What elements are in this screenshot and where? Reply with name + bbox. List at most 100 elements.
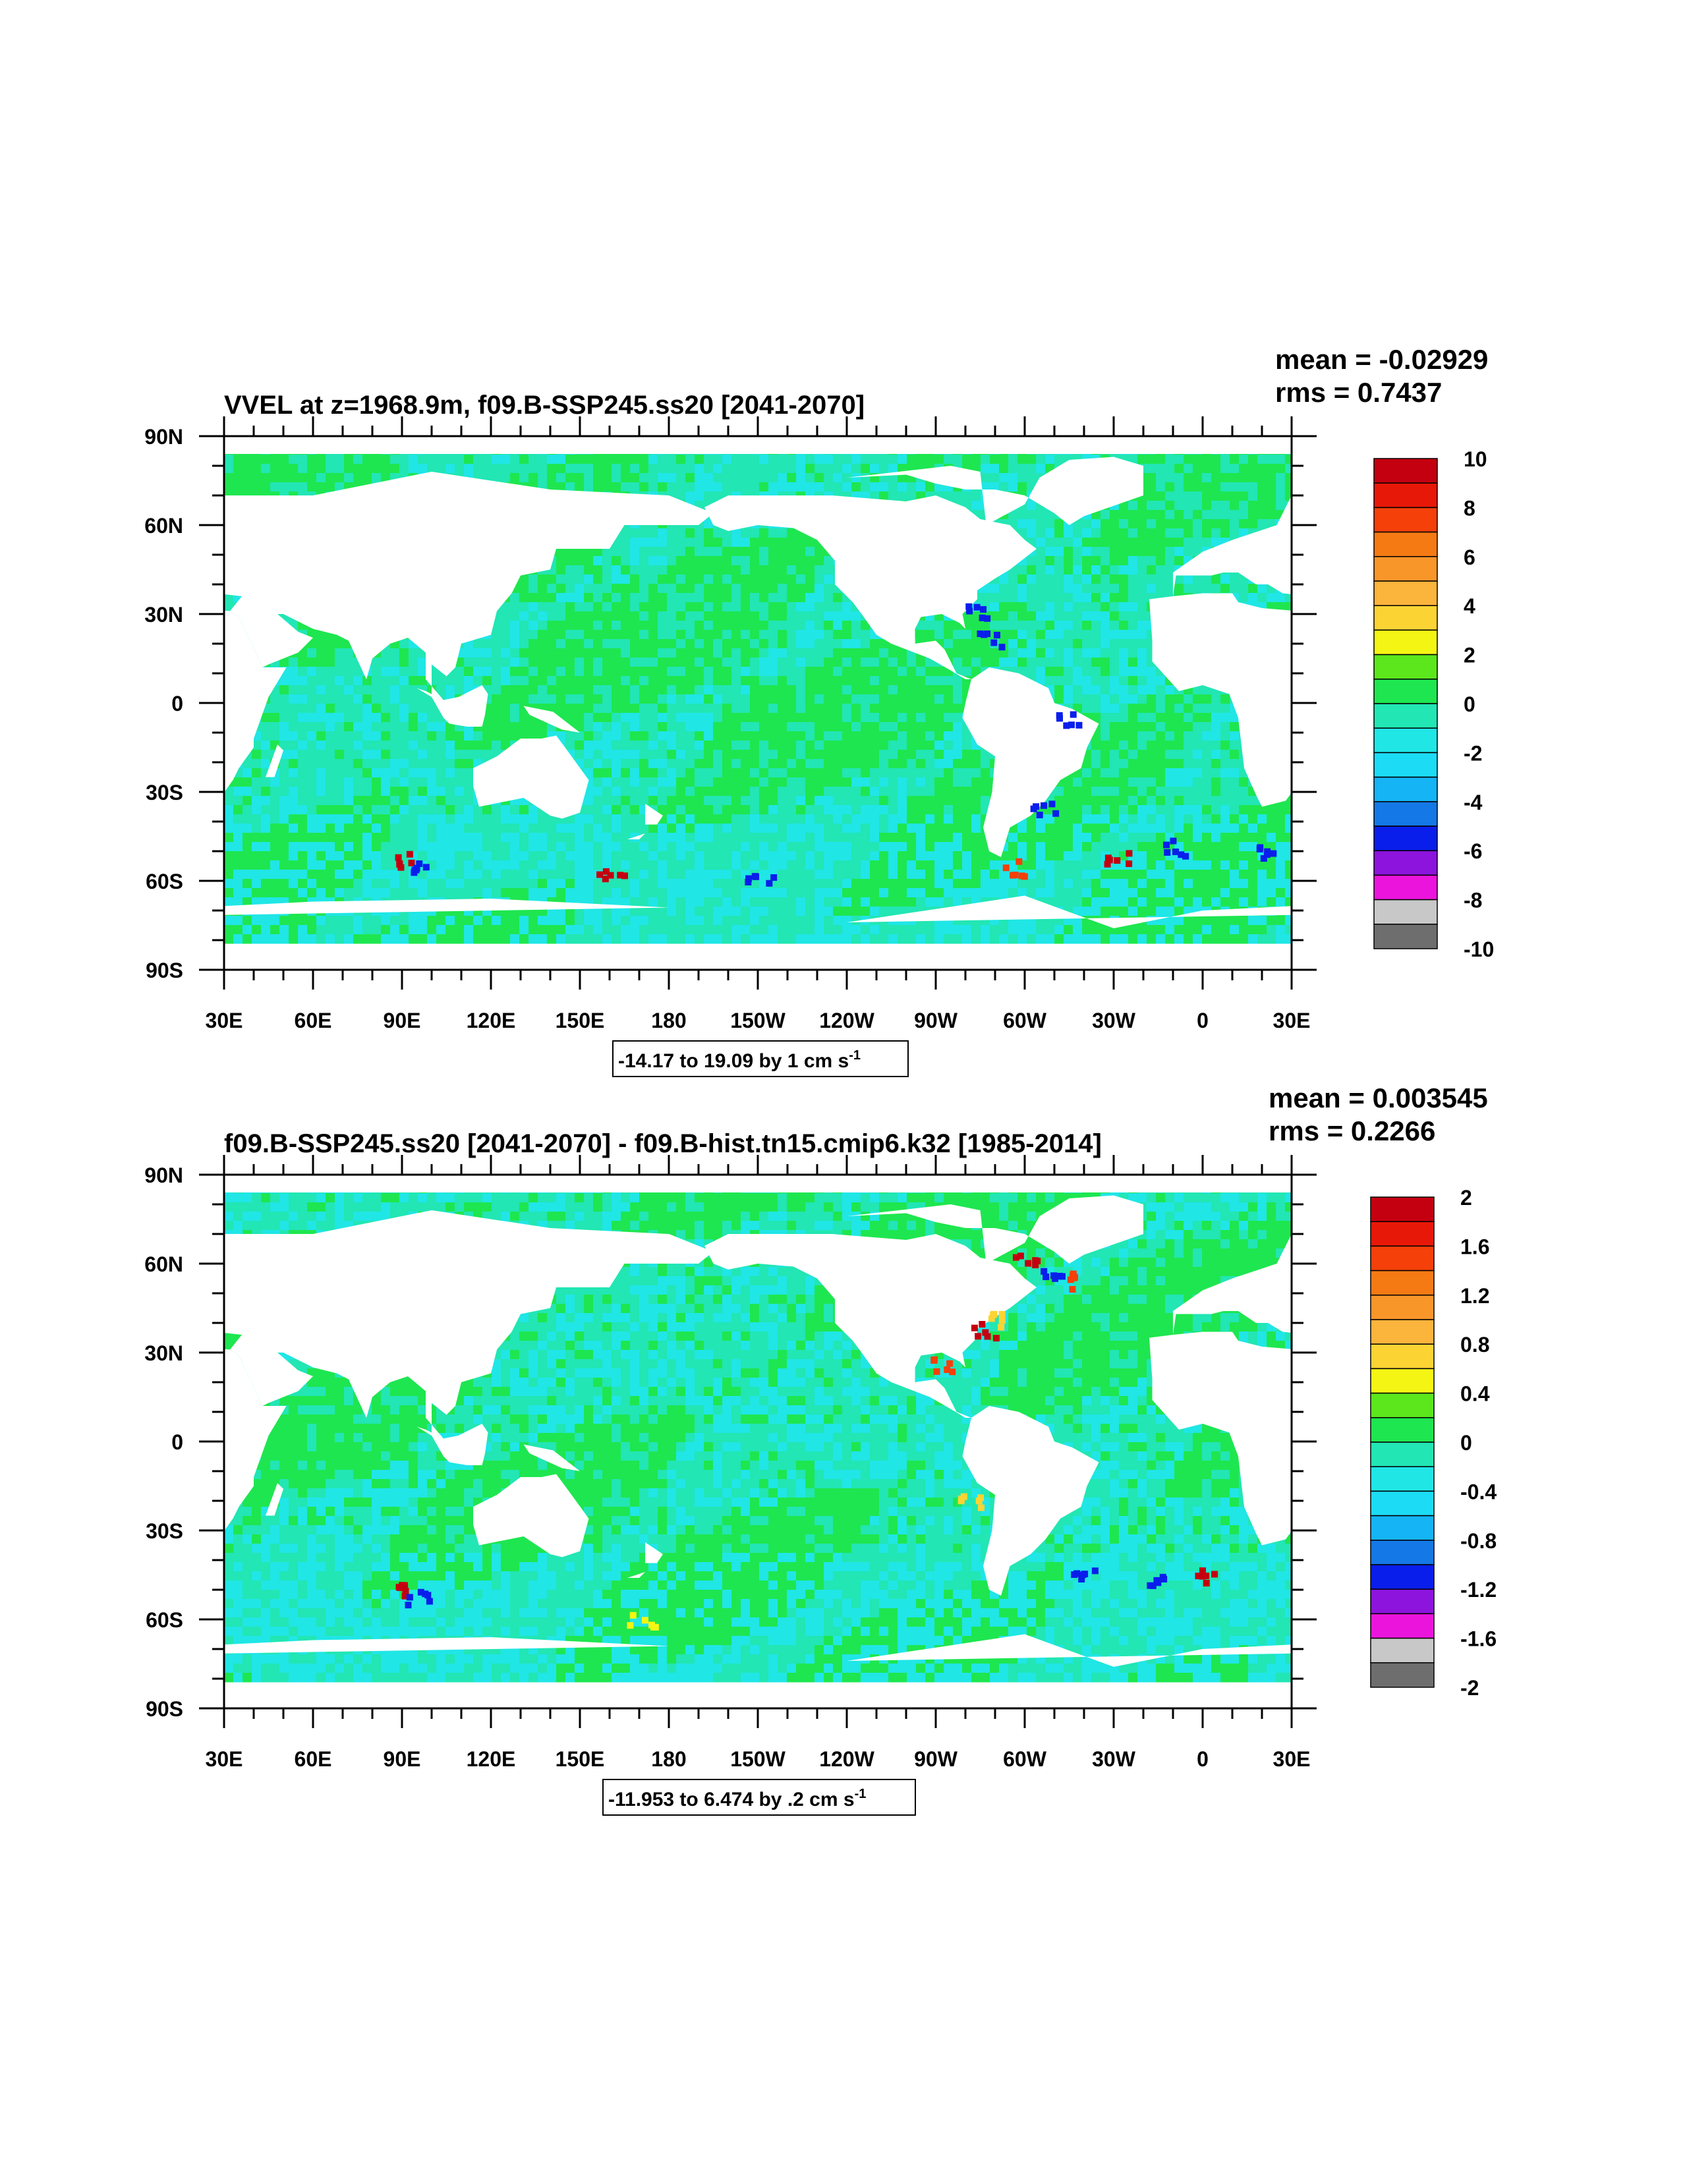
range-note-sup: -1 — [849, 1048, 861, 1063]
colorbar-swatch — [1371, 1467, 1434, 1491]
rms-stat: rms = 0.7437 — [1275, 377, 1442, 408]
colorbar-swatch — [1374, 802, 1437, 826]
colorbar-swatch — [1374, 826, 1437, 851]
colorbar-label: -0.8 — [1460, 1529, 1497, 1553]
y-tick-label: 0 — [171, 692, 183, 715]
x-tick-label: 60E — [295, 1747, 332, 1771]
colorbar-label: -10 — [1464, 938, 1494, 961]
colorbar-swatch — [1374, 728, 1437, 752]
x-tick-label: 30W — [1092, 1747, 1136, 1771]
x-tick-label: 0 — [1197, 1747, 1209, 1771]
x-tick-label: 30E — [206, 1747, 243, 1771]
panel-title: VVEL at z=1968.9m, f09.B-SSP245.ss20 [20… — [224, 391, 865, 420]
colorbar-swatch — [1371, 1197, 1434, 1221]
colorbar-swatch — [1371, 1613, 1434, 1638]
colorbar-swatch — [1371, 1565, 1434, 1589]
x-tick-label: 180 — [651, 1009, 686, 1032]
colorbar-swatch — [1374, 851, 1437, 875]
colorbar-label: 0 — [1464, 692, 1475, 716]
colorbar-swatch — [1371, 1271, 1434, 1295]
x-tick-label: 30E — [206, 1009, 243, 1032]
colorbar-label: 10 — [1464, 447, 1487, 471]
x-tick-label: 120W — [819, 1747, 874, 1771]
colorbar-label: 2 — [1460, 1186, 1472, 1210]
colorbar-label: 1.2 — [1460, 1284, 1489, 1308]
y-tick-label: 60N — [144, 1252, 183, 1276]
x-tick-label: 30E — [1273, 1747, 1311, 1771]
rms-stat: rms = 0.2266 — [1269, 1115, 1435, 1146]
x-tick-label: 150W — [730, 1009, 786, 1032]
colorbar-label: 0 — [1460, 1431, 1472, 1455]
colorbar-label: -2 — [1464, 741, 1482, 765]
colorbar-label: 2 — [1464, 644, 1475, 667]
y-tick-label: 90N — [144, 1163, 183, 1187]
colorbar-label: 6 — [1464, 546, 1475, 569]
colorbar-swatch — [1374, 459, 1437, 483]
x-tick-label: 90E — [384, 1747, 421, 1771]
panel-2: f09.B-SSP245.ss20 [2041-2070] - f09.B-hi… — [0, 1082, 1687, 1815]
colorbar-label: -1.2 — [1460, 1578, 1497, 1602]
colorbar: 21.61.20.80.40-0.4-0.8-1.2-1.6-2 — [1371, 1186, 1497, 1700]
colorbar-swatch — [1374, 630, 1437, 654]
colorbar-label: -6 — [1464, 839, 1482, 863]
colorbar-label: 8 — [1464, 496, 1475, 520]
y-tick-label: 60N — [144, 514, 183, 538]
colorbar-swatch — [1374, 924, 1437, 949]
colorbar-swatch — [1371, 1540, 1434, 1565]
x-tick-label: 120E — [467, 1009, 516, 1032]
y-tick-label: 90N — [144, 425, 183, 449]
panel-title: f09.B-SSP245.ss20 [2041-2070] - f09.B-hi… — [224, 1129, 1102, 1158]
colorbar-swatch — [1374, 900, 1437, 924]
colorbar-label: 1.6 — [1460, 1235, 1489, 1258]
colorbar-swatch — [1371, 1516, 1434, 1540]
colorbar-swatch — [1374, 655, 1437, 679]
x-tick-label: 180 — [651, 1747, 686, 1771]
colorbar-swatch — [1371, 1418, 1434, 1442]
y-tick-label: 60S — [146, 870, 183, 893]
x-tick-label: 150W — [730, 1747, 786, 1771]
y-tick-label: 90S — [146, 1697, 183, 1721]
colorbar-swatch — [1371, 1344, 1434, 1368]
colorbar-swatch — [1374, 483, 1437, 507]
colorbar-swatch — [1374, 581, 1437, 605]
colorbar-swatch — [1374, 507, 1437, 532]
colorbar-label: 0.8 — [1460, 1333, 1489, 1357]
x-tick-label: 90E — [384, 1009, 421, 1032]
x-tick-label: 90W — [914, 1009, 958, 1032]
y-tick-label: 60S — [146, 1608, 183, 1632]
range-note: -14.17 to 19.09 by 1 cm s-1 — [618, 1048, 861, 1072]
colorbar-swatch — [1371, 1638, 1434, 1663]
colorbar-label: 0.4 — [1460, 1382, 1490, 1406]
x-tick-label: 120W — [819, 1009, 874, 1032]
colorbar-swatch — [1371, 1295, 1434, 1320]
colorbar-swatch — [1374, 605, 1437, 630]
x-tick-label: 90W — [914, 1747, 958, 1771]
colorbar-label: -4 — [1464, 791, 1483, 814]
panel-1: VVEL at z=1968.9m, f09.B-SSP245.ss20 [20… — [0, 344, 1687, 1077]
colorbar-swatch — [1374, 777, 1437, 802]
y-tick-label: 90S — [146, 959, 183, 982]
y-tick-label: 30N — [144, 1341, 183, 1365]
range-note-text: -14.17 to 19.09 by 1 cm s — [618, 1050, 849, 1072]
colorbar-swatch — [1374, 532, 1437, 557]
x-tick-label: 60W — [1003, 1009, 1047, 1032]
colorbar-swatch — [1374, 875, 1437, 899]
colorbar-label: -1.6 — [1460, 1627, 1497, 1651]
range-note: -11.953 to 6.474 by .2 cm s-1 — [608, 1787, 866, 1810]
x-tick-label: 30W — [1092, 1009, 1136, 1032]
x-tick-label: 0 — [1197, 1009, 1209, 1032]
x-tick-label: 60E — [295, 1009, 332, 1032]
colorbar-swatch — [1374, 752, 1437, 777]
y-tick-label: 30N — [144, 603, 183, 627]
colorbar-label: 4 — [1464, 594, 1475, 618]
x-tick-label: 150E — [556, 1009, 605, 1032]
range-note-text: -11.953 to 6.474 by .2 cm s — [608, 1789, 855, 1810]
colorbar-swatch — [1374, 557, 1437, 581]
colorbar-swatch — [1374, 704, 1437, 728]
x-tick-label: 150E — [556, 1747, 605, 1771]
x-tick-label: 30E — [1273, 1009, 1311, 1032]
colorbar-label: -2 — [1460, 1676, 1479, 1700]
colorbar-label: -8 — [1464, 889, 1482, 912]
